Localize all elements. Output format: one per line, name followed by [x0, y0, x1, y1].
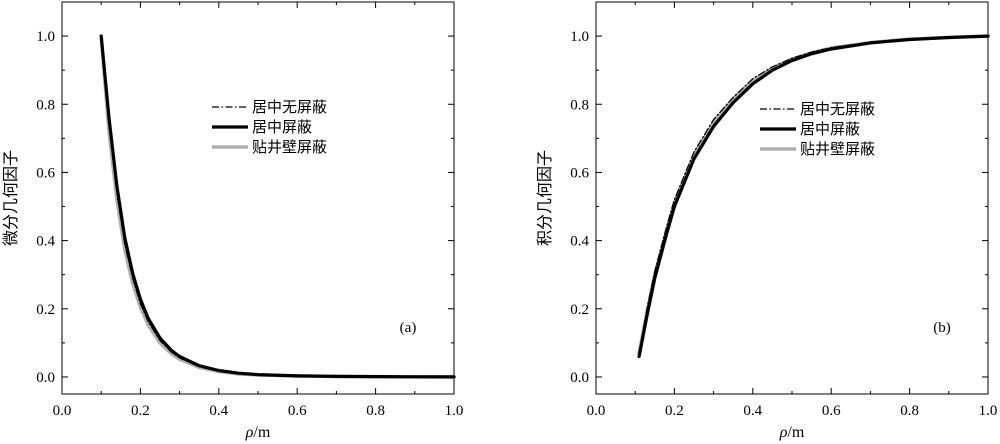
chart-b-y-tick-label: 0.8	[570, 97, 589, 113]
chart-b-series-line-2	[637, 34, 990, 355]
chart-b-y-tick-label: 0.6	[570, 165, 589, 181]
chart-b-x-axis-unit: /m	[787, 424, 804, 441]
chart-a-legend-label-2: 贴井壁屏蔽	[252, 139, 327, 156]
chart-b-series-line-0	[638, 35, 989, 354]
chart-a-y-tick-label: 0.0	[36, 370, 55, 386]
chart-b: 0.0 0.2 0.4 0.6 0.8 1.0 0.0 0.2 0.4 0.6 0.8 1.0 ρ/m 积…	[536, 1, 998, 441]
chart-a-series-line-0	[100, 35, 455, 378]
chart-b-y-tick-label: 1.0	[570, 29, 589, 45]
chart-b-y-tick-label: 0.0	[570, 370, 589, 386]
chart-a-x-axis-symbol: ρ	[245, 424, 254, 441]
chart-a-x-tick-label: 0.2	[131, 403, 150, 419]
chart-b-panel-tag: (b)	[933, 320, 951, 336]
chart-a-y-tick-label: 0.2	[36, 302, 55, 318]
chart-a-y-axis-label: 微分几何因子	[2, 150, 20, 246]
chart-b-legend-label-1: 居中屏蔽	[800, 121, 860, 138]
chart-b-legend-label-2: 贴井壁屏蔽	[800, 141, 875, 158]
chart-a-plot-frame	[61, 1, 455, 395]
chart-b-series-line-1	[637, 34, 990, 359]
chart-b-x-tick-label: 0.6	[822, 403, 841, 419]
chart-b-y-tick-label: 0.2	[570, 302, 589, 318]
chart-b-x-tick-label: 1.0	[979, 403, 998, 419]
chart-a-x-tick-label: 0.6	[288, 403, 307, 419]
chart-b-y-tick-label: 0.4	[570, 234, 589, 250]
chart-a-series-line-1	[99, 34, 456, 379]
chart-a-legend-label-0: 居中无屏蔽	[252, 99, 327, 116]
chart-b-legend-label-0: 居中无屏蔽	[800, 101, 875, 118]
chart-a-x-tick-label: 0.8	[366, 403, 385, 419]
chart-a-y-tick-label: 0.6	[36, 165, 55, 181]
chart-b-x-tick-label: 0.8	[900, 403, 919, 419]
chart-a-x-tick-label: 1.0	[445, 403, 464, 419]
chart-b-y-axis-label: 积分几何因子	[536, 150, 554, 246]
chart-a-panel-tag: (a)	[400, 320, 417, 336]
chart-a-x-tick-label: 0.0	[53, 403, 72, 419]
chart-a-y-tick-label: 0.4	[36, 234, 55, 250]
chart-b-x-tick-label: 0.0	[587, 403, 606, 419]
chart-a-x-axis-unit: /m	[253, 424, 270, 441]
chart-b-x-tick-label: 0.2	[665, 403, 684, 419]
chart-a-y-tick-label: 0.8	[36, 97, 55, 113]
chart-a-x-axis-label: ρ/m	[245, 424, 271, 441]
chart-b-x-axis-label: ρ/m	[779, 424, 805, 441]
chart-a-x-tick-label: 0.4	[209, 403, 228, 419]
chart-b-x-tick-label: 0.4	[743, 403, 762, 419]
chart-a: 0.0 0.2 0.4 0.6 0.8 1.0 0.0 0.2 0.4 0.6 0.8 1.0 ρ/m 微…	[2, 1, 464, 441]
chart-a-y-tick-label: 1.0	[36, 29, 55, 45]
chart-a-legend-label-1: 居中屏蔽	[252, 119, 312, 136]
chart-b-x-axis-symbol: ρ	[779, 424, 788, 441]
